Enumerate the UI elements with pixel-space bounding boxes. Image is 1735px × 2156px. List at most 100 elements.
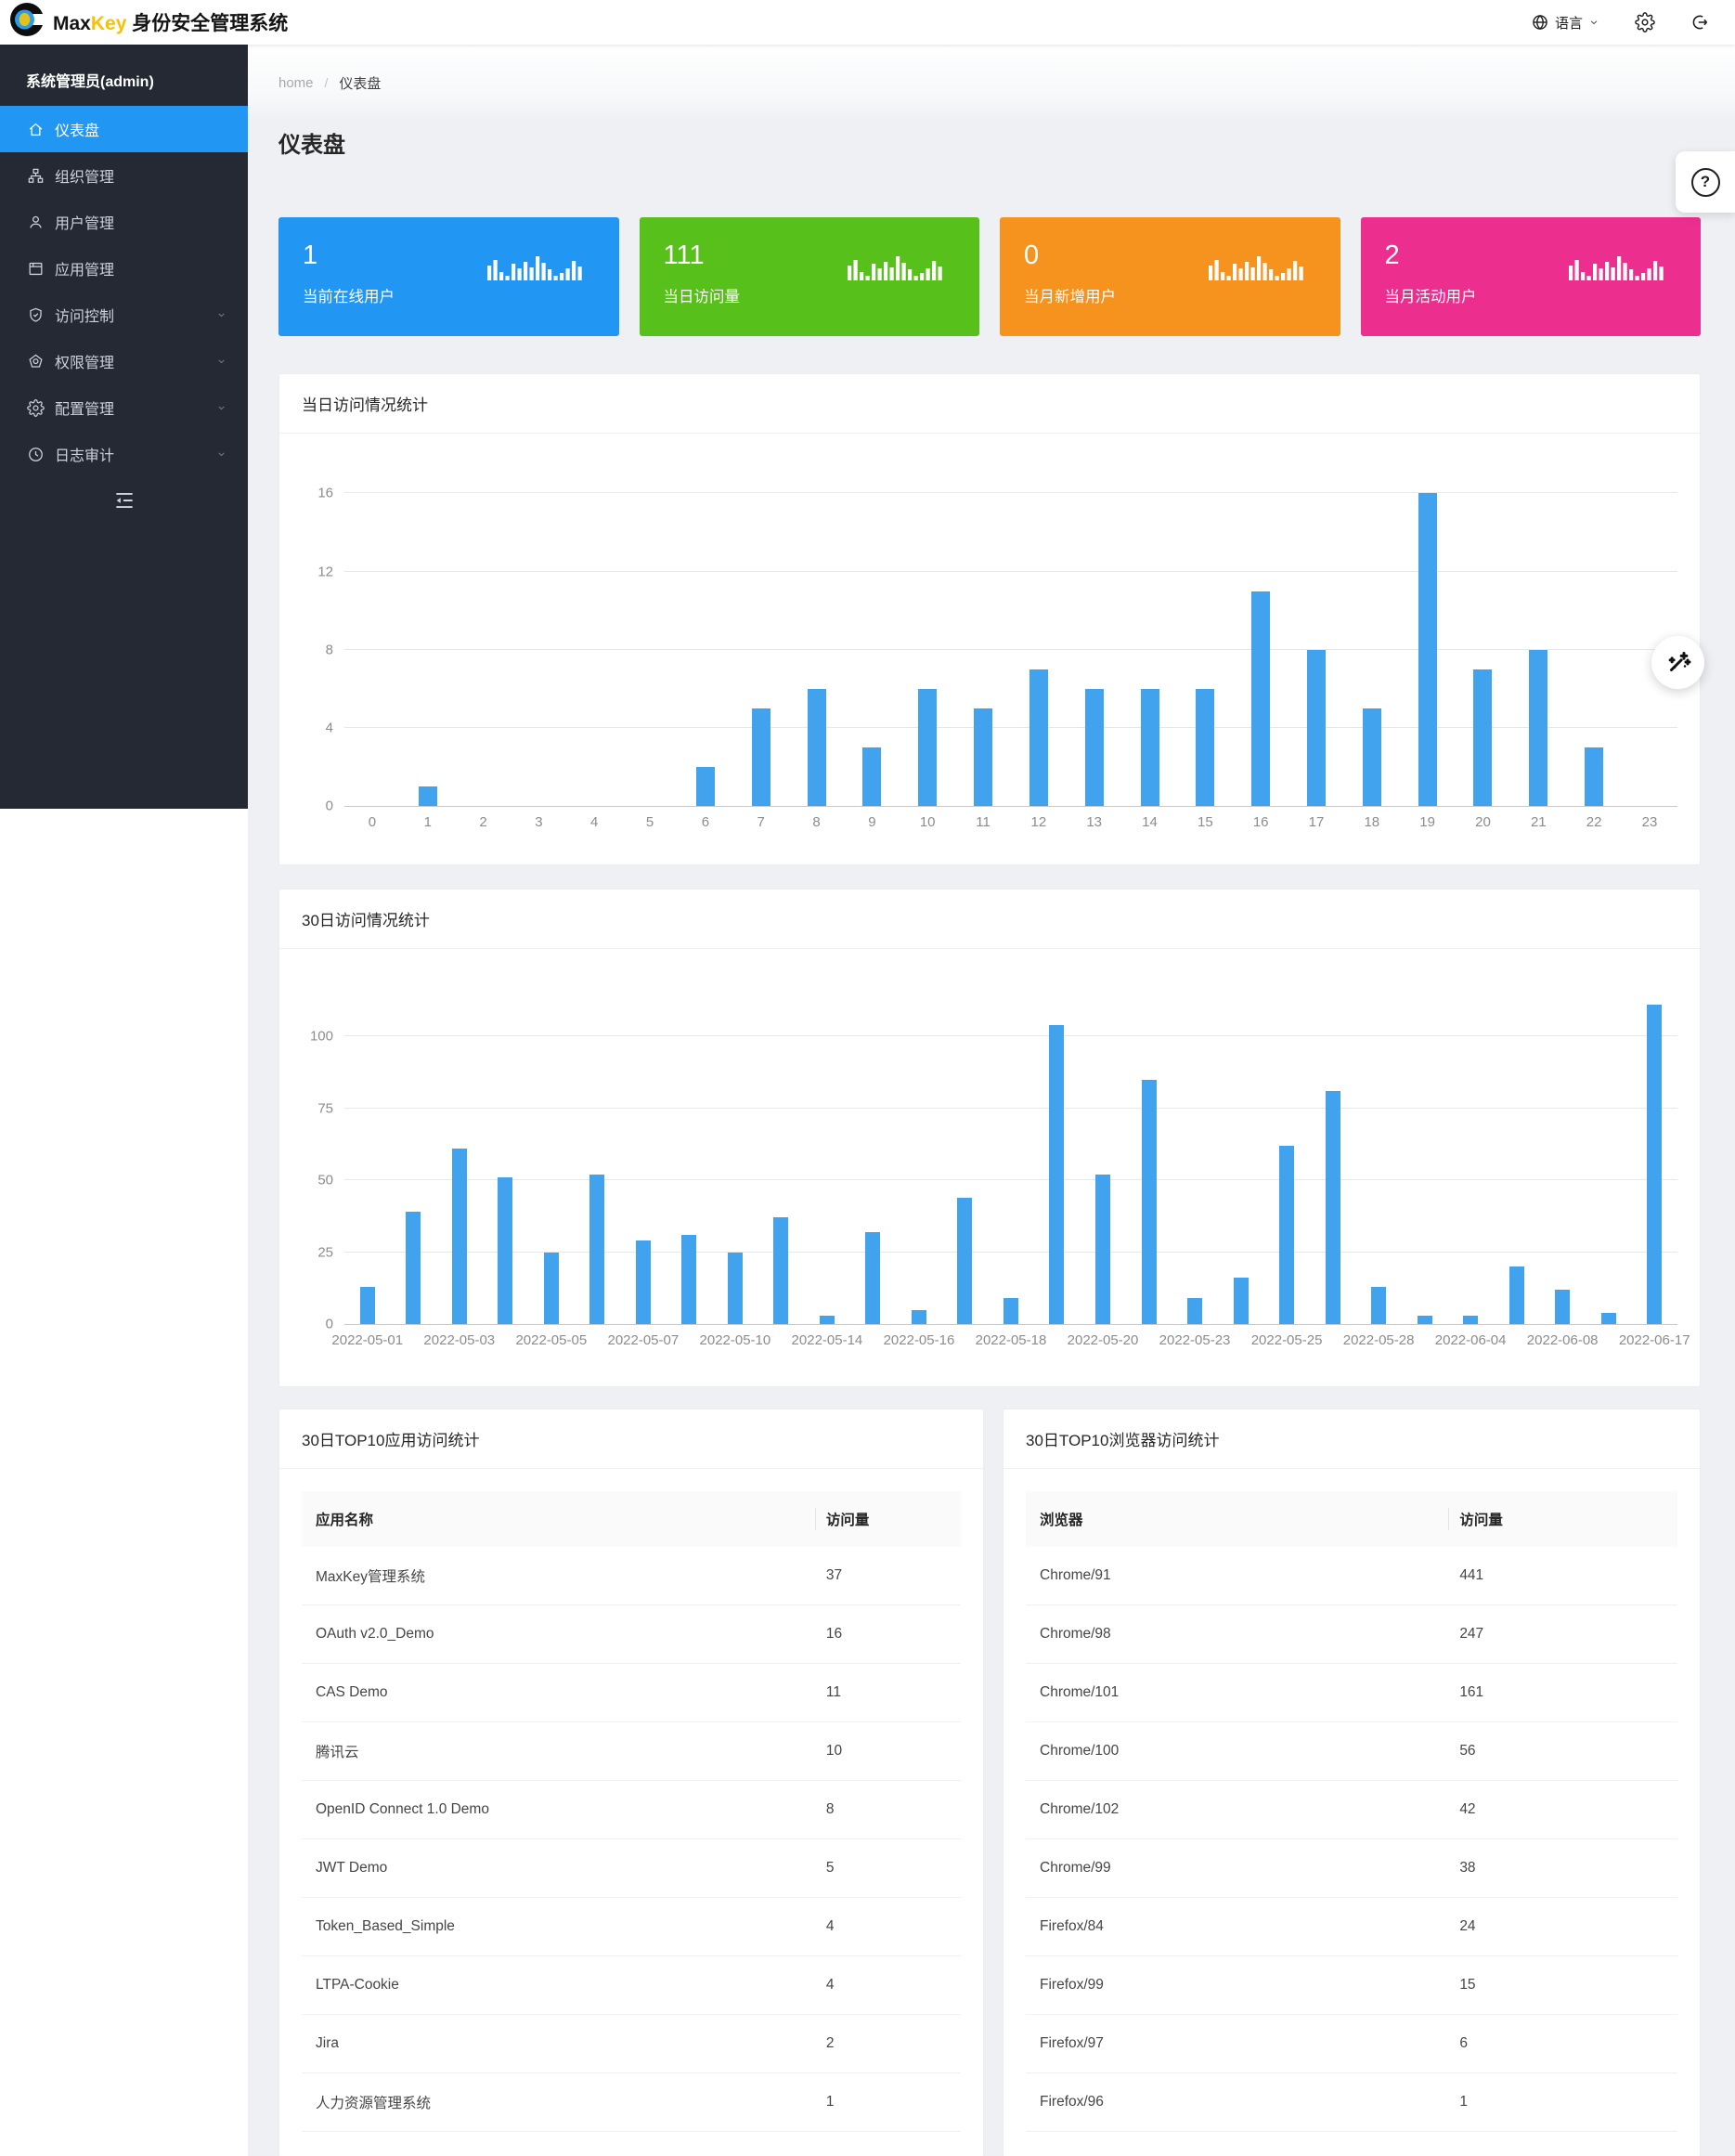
sidebar-item-4[interactable]: 访问控制: [0, 292, 248, 338]
bar: [1600, 1313, 1616, 1324]
x-tick-label: 2022-05-10: [699, 1332, 771, 1348]
x-tick-label: 12: [1030, 814, 1047, 830]
cell-value: 5: [825, 1860, 835, 1876]
top10-apps-table: 应用名称 访问量 MaxKey管理系统 37 OAuth v2.0_Demo 16 CA…: [302, 1491, 961, 2132]
bar-slot: 20: [1456, 469, 1511, 830]
sidebar-item-3[interactable]: 应用管理: [0, 245, 248, 292]
x-tick-label: 0: [368, 814, 377, 830]
cell-value: 247: [1459, 1626, 1484, 1642]
bar-slot: 9: [844, 469, 900, 830]
x-tick-label: 8: [812, 814, 821, 830]
table-row: 腾讯云 10: [302, 1722, 961, 1781]
home-icon: [27, 121, 45, 138]
y-tick-label: 12: [317, 564, 333, 580]
y-tick-label: 100: [309, 1028, 333, 1045]
language-menu[interactable]: 语言: [1531, 13, 1599, 32]
sidebar-item-0[interactable]: 仪表盘: [0, 106, 248, 152]
cell-value: 15: [1459, 1977, 1476, 1993]
bar: [1473, 669, 1493, 806]
cell-name: MaxKey管理系统: [316, 1569, 425, 1585]
x-tick-label: 4: [590, 814, 599, 830]
bar-chart-icon: [1569, 243, 1665, 285]
table-header: 浏览器 访问量: [1026, 1491, 1677, 1547]
stat-value: 0: [1024, 240, 1040, 270]
x-tick-label: 2022-05-16: [883, 1332, 955, 1348]
sidebar-item-label: 组织管理: [55, 170, 115, 186]
cell-value: 11: [825, 1684, 841, 1700]
x-tick-label: 20: [1475, 814, 1491, 830]
bar: [1095, 1175, 1110, 1324]
brand-key: Key: [90, 13, 127, 34]
column-header: 应用名称: [316, 1513, 374, 1528]
bar-slot: [391, 977, 437, 1324]
help-button[interactable]: ?: [1676, 151, 1735, 213]
bar: [1417, 1316, 1432, 1324]
settings-gear-icon[interactable]: [1635, 12, 1655, 32]
language-label: 语言: [1554, 15, 1583, 32]
bar-slot: 2022-05-07: [607, 977, 679, 1348]
cell-value: 1: [825, 2094, 835, 2110]
bar-slot: [667, 977, 713, 1324]
menu-fold-icon[interactable]: [112, 488, 136, 513]
breadcrumb-home[interactable]: home: [278, 74, 314, 91]
stat-label: 当日访问量: [663, 289, 741, 305]
stat-card-3: 2 当月活动用户: [1360, 217, 1701, 336]
bar-slot: [483, 977, 529, 1324]
bar-slot: 2022-05-14: [792, 977, 862, 1348]
magic-wand-button[interactable]: [1651, 636, 1704, 689]
bar-slot: 8: [789, 469, 845, 830]
sidebar-item-1[interactable]: 组织管理: [0, 152, 248, 199]
tables-row: 30日TOP10应用访问统计 应用名称 访问量 MaxKey管理系统 37 OAut…: [278, 1409, 1701, 2156]
bar: [1233, 1278, 1249, 1324]
org-icon: [27, 167, 45, 185]
x-tick-label: 2: [479, 814, 487, 830]
table-row: OAuth v2.0_Demo 16: [302, 1605, 961, 1664]
x-tick-label: 21: [1530, 814, 1547, 830]
sidebar-item-label: 仪表盘: [55, 123, 100, 139]
maxkey-logo-icon: [9, 2, 45, 43]
table-body: MaxKey管理系统 37 OAuth v2.0_Demo 16 CAS Demo 11 腾…: [302, 1547, 961, 2132]
x-tick-label: 2022-05-05: [515, 1332, 588, 1348]
sidebar-item-2[interactable]: 用户管理: [0, 199, 248, 245]
x-tick-label: 2022-05-25: [1250, 1332, 1323, 1348]
sidebar-item-5[interactable]: 权限管理: [0, 338, 248, 384]
brand-max: Max: [53, 13, 91, 34]
cell-value: 161: [1459, 1684, 1484, 1700]
bar-chart-icon: [486, 243, 584, 285]
x-tick-label: 2022-06-08: [1526, 1332, 1599, 1348]
chart-title: 当日访问情况统计: [279, 374, 1700, 434]
sidebar-user-title: 系统管理员(admin): [26, 74, 154, 90]
sidebar-item-6[interactable]: 配置管理: [0, 384, 248, 431]
x-tick-label: 18: [1364, 814, 1380, 830]
x-tick-label: 2022-05-14: [791, 1332, 863, 1348]
sidebar-footer: [0, 488, 248, 517]
bar-slot: 19: [1400, 469, 1456, 830]
bar-slot: 2022-05-18: [976, 977, 1046, 1348]
table-row: LTPA-Cookie 4: [302, 1956, 961, 2015]
breadcrumb: home / 仪表盘: [248, 45, 1735, 121]
bar-slot: 2022-05-25: [1251, 977, 1322, 1348]
table-row: Chrome/98 247: [1026, 1605, 1677, 1664]
bar-slot: [1402, 977, 1448, 1324]
bar-slot: 2022-06-04: [1435, 977, 1506, 1348]
cell-value: 4: [825, 1977, 835, 1993]
sidebar-item-7[interactable]: 日志审计: [0, 431, 248, 477]
gear-icon: [27, 398, 45, 417]
bar: [1003, 1298, 1018, 1324]
x-tick-label: 2022-05-20: [1067, 1332, 1139, 1348]
main-content: home / 仪表盘 仪表盘 1 当前在线用户 111 当日访问量 0 当月新增用户 2 当月…: [248, 45, 1735, 2156]
cell-value: 10: [825, 1743, 843, 1759]
sidebar-item-label: 应用管理: [55, 263, 115, 279]
table-body: Chrome/91 441 Chrome/98 247 Chrome/101 161 Chr…: [1026, 1547, 1677, 2132]
cell-value: 16: [825, 1626, 843, 1642]
bar: [865, 1232, 881, 1324]
table-row: 人力资源管理系统 1: [302, 2073, 961, 2132]
stat-label: 当月新增用户: [1024, 289, 1116, 305]
stat-label: 当月活动用户: [1384, 289, 1477, 305]
bars-row: 2022-05-01 2022-05-03 2022-05-05 2022-05-07…: [331, 977, 1690, 1348]
sidebar-item-label: 配置管理: [55, 402, 115, 418]
logout-icon[interactable]: [1690, 13, 1709, 32]
bar: [1306, 650, 1326, 806]
cell-value: 24: [1459, 1918, 1476, 1934]
